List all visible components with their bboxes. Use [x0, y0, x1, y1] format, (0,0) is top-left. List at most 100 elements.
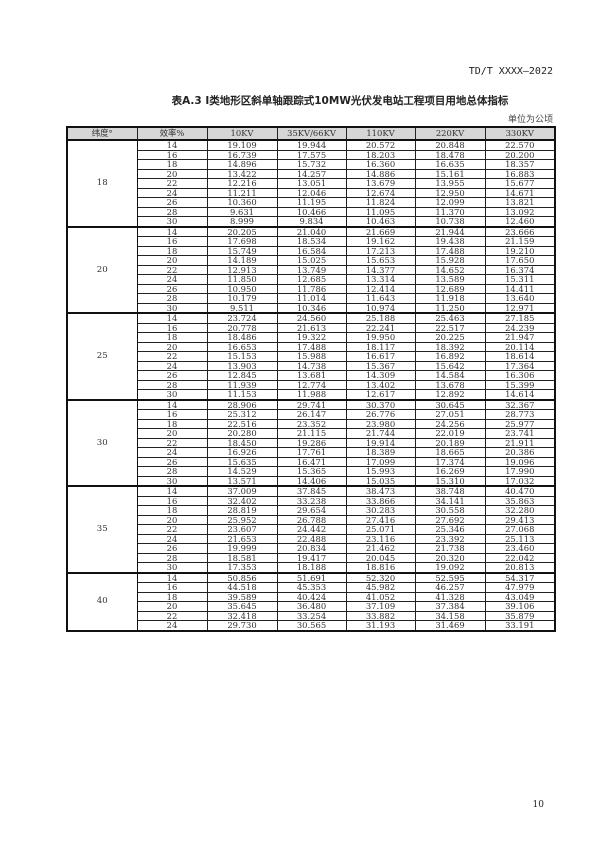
value-cell: 11.918: [414, 293, 486, 304]
value-cell: 15.928: [414, 255, 486, 266]
value-cell: 22.570: [484, 139, 556, 151]
value-cell: 20.205: [206, 225, 278, 237]
table-row: 30 14 28.906 29.741 30.370 30.645 32.367: [66, 398, 556, 487]
efficiency-cell: 16: [136, 582, 208, 593]
table-row: 22 15.153 15.988 16.617 16.892 18.614: [67, 351, 556, 362]
value-cell: 10.179: [206, 293, 278, 304]
value-cell: 20.834: [276, 543, 347, 554]
value-cell: 18.816: [345, 562, 416, 573]
land-use-index-table: 纬度° 效率% 10KV 35KV/66KV 110KV 220KV 330KV…: [66, 126, 556, 632]
value-cell: 23.352: [276, 418, 347, 429]
value-cell: 15.311: [484, 274, 556, 285]
value-cell: 35.863: [484, 495, 556, 506]
value-cell: 10.950: [206, 283, 278, 294]
value-cell: 15.153: [206, 351, 278, 362]
value-cell: 18.389: [345, 447, 416, 458]
efficiency-cell: 30: [136, 562, 208, 573]
value-cell: 15.365: [276, 466, 347, 477]
value-cell: 11.014: [276, 293, 347, 304]
value-cell: 26.776: [345, 409, 416, 420]
value-cell: 40.470: [484, 485, 556, 497]
efficiency-cell: 18: [136, 418, 208, 429]
value-cell: 13.903: [206, 360, 278, 371]
value-cell: 27.416: [345, 514, 416, 525]
value-cell: 20.280: [206, 428, 278, 439]
table-row: 30 11.153 11.988 12.617 12.892 14.614: [67, 389, 556, 400]
table-row: 24 11.850 12.685 13.314 13.589 15.311: [67, 274, 556, 285]
table-row: 26 12.845 13.681 14.309 14.584 16.306: [67, 370, 556, 381]
value-cell: 33.882: [345, 610, 416, 621]
efficiency-cell: 18: [136, 332, 208, 343]
value-cell: 31.469: [414, 620, 486, 631]
efficiency-cell: 22: [136, 351, 208, 362]
value-cell: 17.099: [345, 456, 416, 467]
value-cell: 11.153: [206, 389, 278, 400]
value-cell: 41.328: [414, 591, 486, 602]
value-cell: 20.189: [414, 437, 486, 448]
value-cell: 12.674: [345, 187, 416, 198]
column-header-latitude: 纬度°: [66, 126, 138, 141]
value-cell: 15.988: [276, 351, 347, 362]
value-cell: 11.195: [276, 197, 347, 208]
efficiency-cell: 16: [136, 495, 208, 506]
value-cell: 25.113: [484, 533, 556, 544]
table-row: 26 15.635 16.471 17.099 17.374 19.096: [67, 456, 556, 467]
efficiency-cell: 30: [136, 216, 208, 227]
value-cell: 29.654: [276, 505, 347, 516]
efficiency-cell: 18: [136, 159, 208, 170]
efficiency-cell: 16: [136, 236, 208, 247]
value-cell: 45.982: [345, 582, 416, 593]
value-cell: 23.607: [206, 524, 278, 535]
value-cell: 12.685: [276, 274, 347, 285]
table-body: 18 14 19.109 19.944 20.572 20.848 22.570 16 16.7…: [66, 139, 556, 631]
value-cell: 12.216: [206, 178, 278, 189]
value-cell: 12.950: [414, 187, 486, 198]
value-cell: 15.749: [206, 245, 278, 256]
value-cell: 13.679: [345, 178, 416, 189]
efficiency-cell: 28: [136, 466, 208, 477]
page-number: 10: [532, 800, 544, 810]
efficiency-cell: 20: [136, 601, 208, 612]
value-cell: 19.322: [276, 332, 347, 343]
value-cell: 19.096: [484, 456, 556, 467]
value-cell: 24.256: [414, 418, 486, 429]
value-cell: 17.374: [414, 456, 486, 467]
value-cell: 36.480: [276, 601, 347, 612]
value-cell: 27.068: [484, 524, 556, 535]
value-cell: 16.374: [484, 264, 556, 275]
value-cell: 26.788: [276, 514, 347, 525]
value-cell: 14.257: [276, 168, 347, 179]
value-cell: 19.286: [276, 437, 347, 448]
value-cell: 38.748: [414, 485, 486, 497]
efficiency-cell: 24: [136, 187, 208, 198]
value-cell: 13.092: [484, 206, 556, 217]
latitude-cell: 18: [66, 139, 138, 227]
value-cell: 27.692: [414, 514, 486, 525]
value-cell: 21.947: [484, 332, 556, 343]
table-row: 30 17.353 18.188 18.816 19.092 20.813: [67, 562, 556, 573]
value-cell: 18.188: [276, 562, 347, 573]
value-cell: 29.730: [206, 620, 278, 631]
table-header-row: 纬度° 效率% 10KV 35KV/66KV 110KV 220KV 330KV: [66, 126, 556, 141]
value-cell: 13.571: [206, 475, 278, 487]
value-cell: 25.952: [206, 514, 278, 525]
value-cell: 16.883: [484, 168, 556, 179]
value-cell: 14.377: [345, 264, 416, 275]
table-row: 26 19.999 20.834 21.462 21.738 23.460: [67, 543, 556, 554]
value-cell: 40.424: [276, 591, 347, 602]
value-cell: 17.213: [345, 245, 416, 256]
table-row: 24 21.653 22.488 23.116 23.392 25.113: [67, 533, 556, 544]
value-cell: 23.460: [484, 543, 556, 554]
latitude-cell: 40: [66, 571, 138, 631]
value-cell: 23.741: [484, 428, 556, 439]
value-cell: 12.971: [484, 302, 556, 314]
value-cell: 20.200: [484, 149, 556, 160]
efficiency-cell: 22: [136, 178, 208, 189]
efficiency-cell: 24: [136, 620, 208, 631]
value-cell: 15.653: [345, 255, 416, 266]
efficiency-cell: 20: [136, 168, 208, 179]
value-cell: 16.617: [345, 351, 416, 362]
table-row: 22 12.216 13.051 13.679 13.955 15.677: [67, 178, 556, 189]
value-cell: 20.813: [484, 562, 556, 573]
value-cell: 20.386: [484, 447, 556, 458]
